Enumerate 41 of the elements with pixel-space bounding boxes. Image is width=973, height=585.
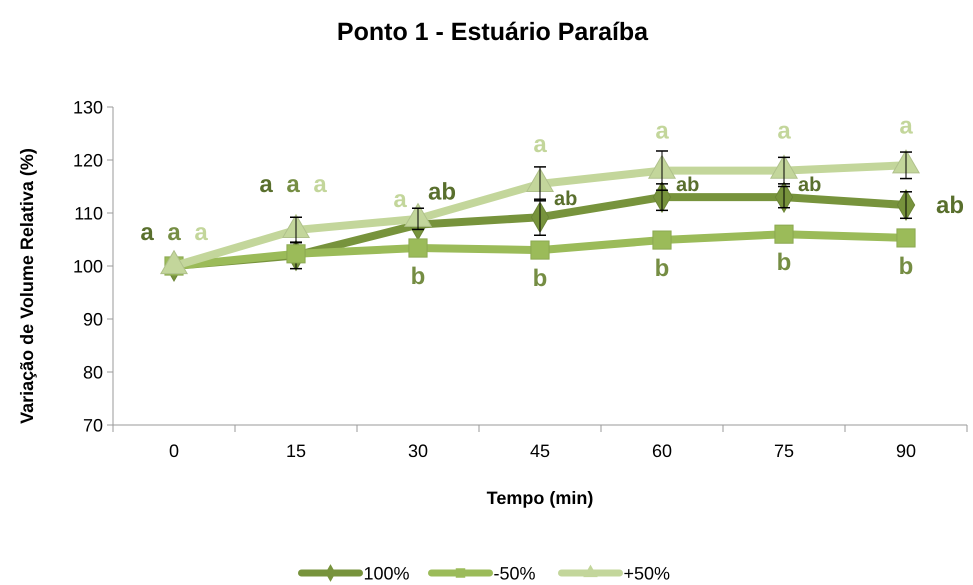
data-label: a	[194, 219, 208, 246]
legend-label: -50%	[494, 563, 536, 584]
y-tick-label: 90	[82, 309, 103, 330]
x-tick-label: 60	[652, 441, 672, 461]
data-label: a	[655, 118, 670, 145]
x-axis-title: Tempo (min)	[486, 488, 594, 508]
data-label: a	[899, 112, 914, 140]
x-tick-label: 90	[896, 441, 916, 461]
x-tick-label: 15	[286, 441, 306, 461]
data-label: b	[776, 249, 792, 276]
data-label: a	[533, 130, 548, 158]
legend-label: 100%	[364, 563, 410, 584]
x-tick-label: 0	[168, 441, 180, 461]
data-label: a	[313, 171, 328, 198]
y-tick-label: 110	[74, 203, 103, 224]
data-label: b	[532, 265, 548, 292]
data-label: ab	[428, 178, 456, 206]
x-tick-label: 75	[774, 441, 794, 461]
y-tick-label: 120	[72, 150, 103, 170]
y-tick-label: 70	[82, 415, 103, 436]
y-tick-label: 100	[72, 256, 103, 276]
chart-title: Ponto 1 - Estuário Paraíba	[336, 18, 650, 46]
data-label: b	[898, 252, 914, 280]
data-label: a	[393, 186, 408, 213]
data-label: a	[140, 219, 154, 246]
data-label: a	[259, 171, 274, 198]
data-label: ab	[936, 192, 964, 220]
data-label: a	[167, 219, 182, 246]
y-tick-label: 130	[72, 97, 103, 118]
data-label: b	[654, 255, 670, 282]
data-label: ab	[676, 174, 700, 196]
x-tick-label: 45	[530, 441, 550, 461]
legend-label: +50%	[624, 563, 670, 584]
data-label: a	[286, 171, 300, 198]
data-label: ab	[798, 174, 822, 196]
y-axis-title: Variação de Volume Relativa (%)	[17, 148, 37, 424]
x-tick-label: 30	[408, 441, 428, 461]
data-label: b	[410, 262, 426, 290]
y-tick-label: 80	[82, 362, 103, 382]
data-label: a	[777, 118, 792, 145]
data-label: ab	[554, 188, 578, 210]
